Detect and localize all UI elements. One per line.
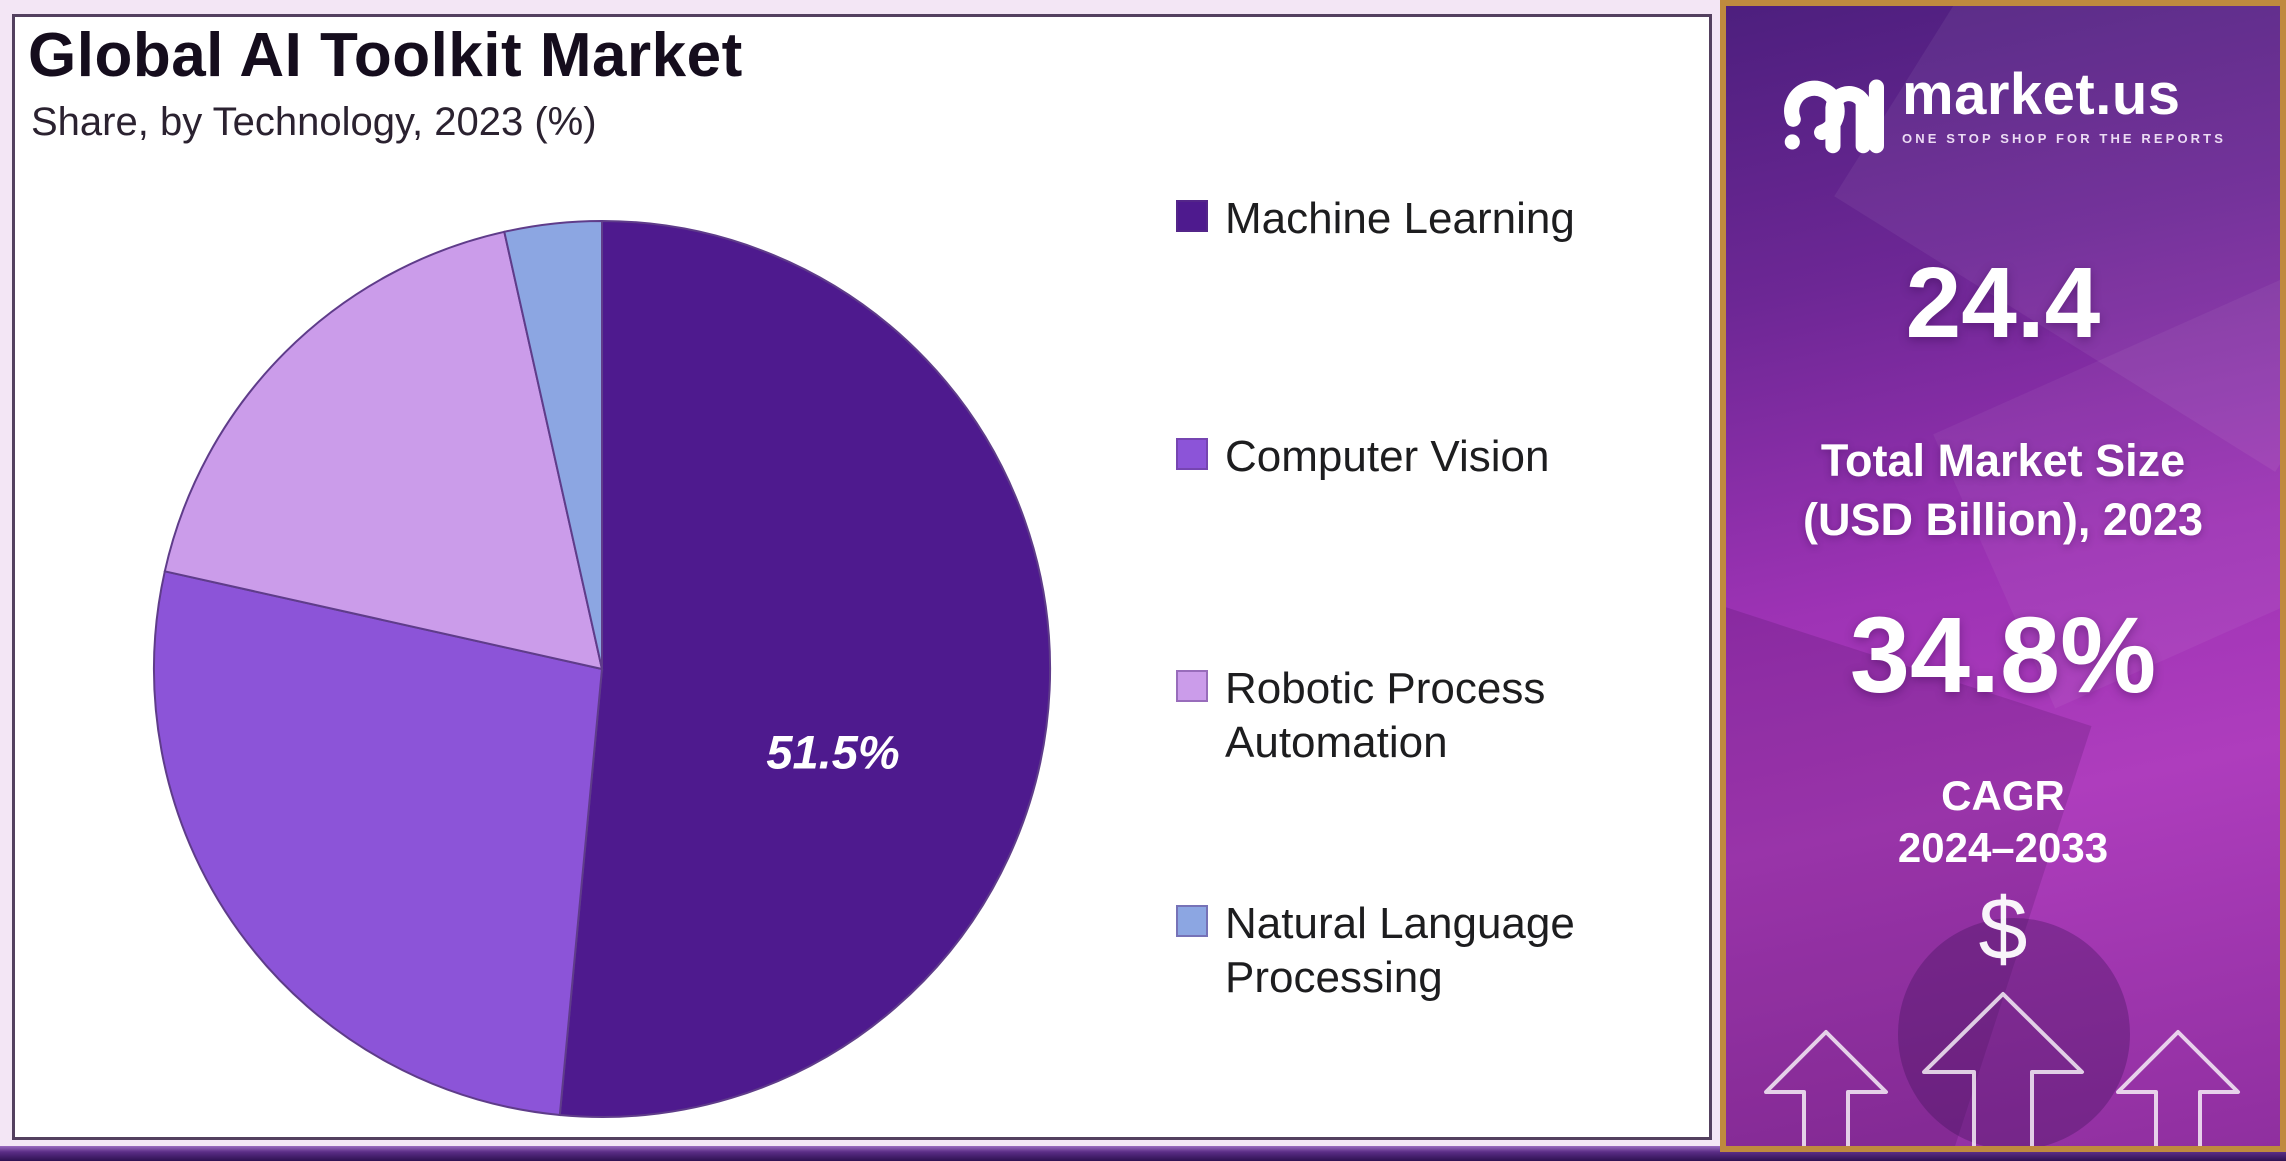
pie-slice-natural-language-processing [503, 219, 603, 670]
marketus-logo-icon [1784, 79, 1885, 154]
legend-swatch-icon [1176, 200, 1208, 232]
legend-item-machine-learning: Machine Learning [1176, 192, 1575, 246]
legend-item-computer-vision: Computer Vision [1176, 430, 1549, 484]
growth-arrows-icon [1764, 992, 2240, 1146]
marketus-side-panel: market.us ONE STOP SHOP FOR THE REPORTS … [1720, 0, 2286, 1152]
cagr-label: CAGR [1941, 772, 2065, 819]
pie-slice-computer-vision [153, 570, 604, 1117]
legend-swatch-icon [1176, 670, 1208, 702]
marketus-logo: market.us ONE STOP SHOP FOR THE REPORTS [1726, 58, 2280, 154]
pie-slice-machine-learning [558, 219, 1052, 1118]
chart-legend: Machine Learning Computer Vision Robotic P… [1176, 0, 1716, 1100]
pie-slice-data-label: 51.5% [766, 725, 900, 779]
page-subtitle: Share, by Technology, 2023 (%) [31, 100, 597, 144]
logo-wordmark: market.us [1902, 62, 2181, 127]
legend-label: Robotic Process Automation [1225, 664, 1546, 767]
legend-item-robotic-process-automation: Robotic Process Automation [1176, 662, 1695, 769]
legend-label: Natural Language Processing [1225, 899, 1575, 1002]
cagr-value: 34.8% [1849, 594, 2157, 715]
bottom-border-strip [0, 1146, 2286, 1161]
legend-item-natural-language-processing: Natural Language Processing [1176, 897, 1695, 1004]
pie-slice-robotic-process-automation [163, 230, 604, 671]
legend-label: Machine Learning [1225, 194, 1575, 243]
legend-swatch-icon [1176, 905, 1208, 937]
cagr-period: 2024–2033 [1897, 824, 2109, 871]
dollar-sign-icon: $ [1978, 879, 2028, 978]
legend-label: Computer Vision [1225, 432, 1550, 481]
coin-circle-graphic [1898, 918, 2130, 1146]
legend-swatch-icon [1176, 438, 1208, 470]
pie-chart [153, 219, 1052, 1118]
total-market-size-label: Total Market Size (USD Billion), 2023 [1802, 435, 2204, 545]
total-market-size-value: 24.4 [1905, 247, 2101, 359]
logo-tagline: ONE STOP SHOP FOR THE REPORTS [1902, 131, 2226, 146]
page-title: Global AI Toolkit Market [28, 21, 743, 90]
